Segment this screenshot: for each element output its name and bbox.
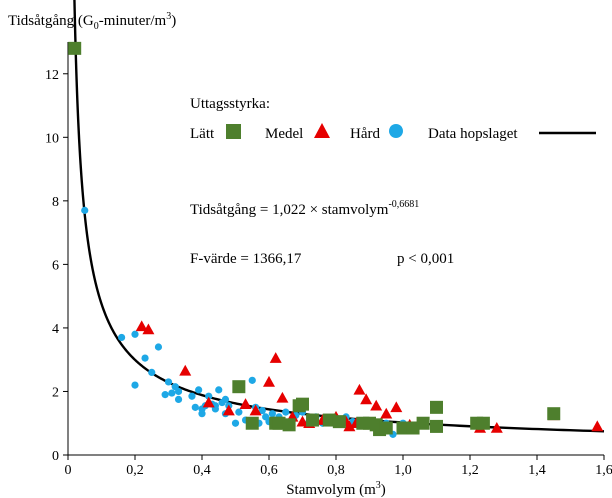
point-latt [430,419,443,433]
point-latt [416,416,430,430]
point-latt [363,416,376,430]
point-latt [296,397,309,411]
point-hard [205,392,213,400]
point-latt [332,415,346,429]
point-medel [222,404,235,416]
x-tick-label: 0,4 [193,463,211,478]
point-hard [235,408,243,416]
equation-annotation: Tidsåtgång = 1,022 × stamvolym-0,6681 [190,199,419,218]
p-value-annotation: p < 0,001 [397,251,454,267]
point-hard [148,368,156,376]
y-axis-label: Tidsåtgång (G0-minuter/m3) [8,11,176,32]
point-hard [268,410,276,418]
point-hard [215,386,223,394]
y-tick-label: 8 [52,195,59,210]
legend-title: Uttagsstyrka: [190,96,270,112]
y-tick-label: 0 [52,449,59,464]
point-latt [430,400,443,414]
y-tick-label: 4 [52,322,59,337]
point-medel [142,323,155,335]
point-latt [396,421,410,435]
point-hard [258,406,266,415]
point-hard [154,343,163,351]
point-medel [276,391,289,403]
point-medel [296,415,309,427]
point-hard [118,333,126,342]
legend-marker-latt [226,124,241,139]
point-latt [322,413,336,427]
point-medel [370,399,383,411]
legend-marker-medel [314,123,330,138]
point-latt [379,421,393,435]
point-medel [202,396,215,408]
x-tick-label: 1,2 [461,463,479,478]
point-medel [249,404,262,416]
point-hard [221,395,230,404]
point-hard [248,376,256,384]
point-latt [476,416,490,430]
point-latt [306,413,320,427]
point-medel [353,383,366,395]
x-axis-label: Stamvolym (m3) [286,480,386,498]
point-medel [179,364,192,376]
x-tick-label: 0,8 [327,463,345,478]
point-latt [282,418,296,432]
legend-label-data-hopslaget: Data hopslaget [428,126,518,142]
point-latt [245,416,259,430]
point-latt [547,407,561,421]
point-hard [141,354,149,362]
point-latt [406,421,420,435]
point-hard [191,403,199,411]
data-points [68,41,604,438]
x-tick-label: 1,6 [595,463,612,478]
point-medel [269,352,282,363]
y-tick-label: 10 [45,131,59,146]
x-tick-label: 0,2 [126,463,144,478]
point-hard [195,386,203,394]
point-latt [68,41,82,55]
y-tick-label: 12 [45,68,59,83]
point-medel [263,375,275,387]
point-medel [490,421,503,433]
point-hard [164,378,173,386]
point-latt [272,416,286,430]
y-tick-label: 2 [52,385,59,400]
x-tick-label: 0 [65,463,72,478]
axes: 0 0,2 0,4 0,6 0,8 1,0 1,2 1,4 1,6 0 2 4 6 8 10 12 [45,42,612,478]
point-hard [188,392,196,400]
point-hard [282,408,290,416]
point-medel [380,407,393,419]
legend-label-latt: Lätt [190,126,215,142]
legend-marker-hard [389,124,403,138]
point-medel [135,320,148,332]
x-tick-label: 1,0 [394,463,412,478]
point-hard [131,381,139,389]
point-hard [174,395,183,404]
y-tick-label: 6 [52,258,59,273]
point-medel [390,401,403,413]
point-medel [360,393,373,405]
point-hard [81,206,89,214]
f-value-annotation: F-värde = 1366,17 [190,251,302,267]
x-tick-label: 0,6 [260,463,278,478]
point-medel [343,420,356,432]
point-hard [161,391,169,399]
point-latt [232,380,246,394]
point-medel [239,398,252,409]
point-hard [231,419,240,427]
legend-label-hard: Hård [350,126,380,142]
x-tick-label: 1,4 [528,463,546,478]
point-medel [591,420,604,432]
point-hard [168,389,176,397]
legend: Uttagsstyrka: Lätt Medel Hård Data hopsl… [190,96,596,142]
point-hard [174,387,183,396]
point-hard [131,330,139,338]
legend-label-medel: Medel [265,126,303,142]
